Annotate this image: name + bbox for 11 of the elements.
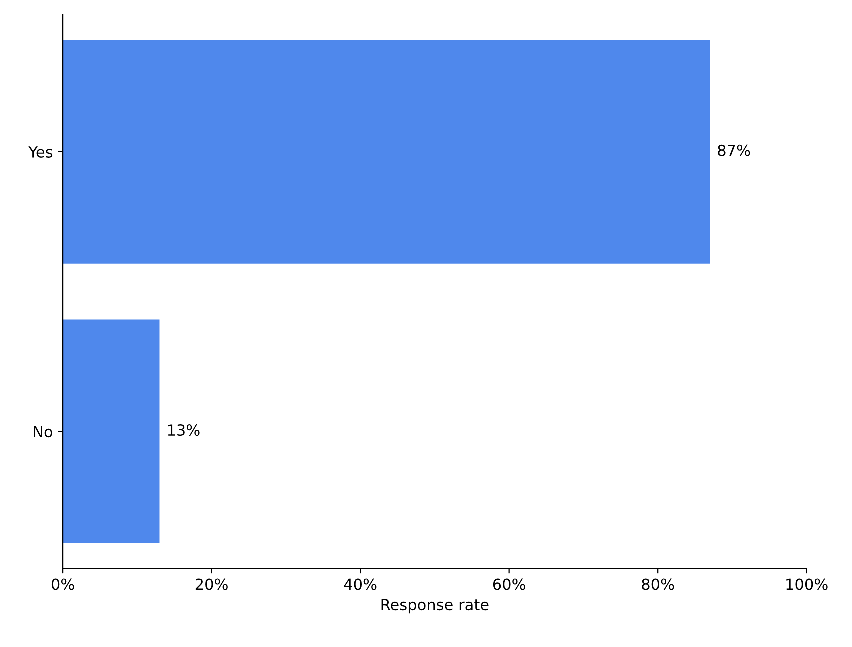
data-label: 13% <box>168 424 200 436</box>
x-tick-label: 20% <box>196 578 228 590</box>
x-tick-label: 40% <box>344 578 377 590</box>
x-tick-label: 0% <box>52 578 74 590</box>
x-axis-title: Response rate <box>382 599 489 614</box>
y-tick-label: Yes <box>28 146 53 158</box>
x-tick-label: 60% <box>493 578 526 590</box>
y-tick-label: No <box>34 426 52 438</box>
x-tick-label: 100% <box>786 578 828 590</box>
data-label: 87% <box>718 144 750 156</box>
x-tick-label: 80% <box>642 578 674 590</box>
